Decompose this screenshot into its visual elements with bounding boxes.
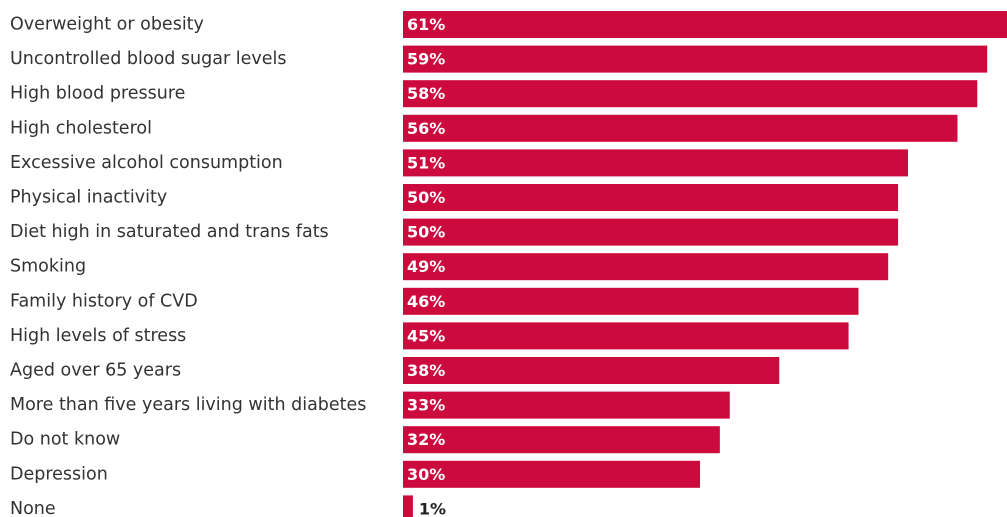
category-label: Smoking (10, 257, 86, 277)
category-label: Do not know (10, 430, 120, 450)
value-label: 38% (407, 361, 445, 380)
bar (403, 114, 958, 142)
category-label: Diet high in saturated and trans fats (10, 222, 329, 242)
bar (403, 357, 780, 384)
category-label: Uncontrolled blood sugar levels (10, 49, 286, 69)
bar (403, 287, 859, 315)
category-label: Excessive alcohol consumption (10, 153, 283, 173)
value-label: 49% (407, 257, 445, 276)
value-label: 50% (407, 188, 445, 207)
value-label: 50% (407, 223, 445, 242)
category-labels: Overweight or obesity Uncontrolled blood … (10, 15, 366, 517)
category-label: None (10, 499, 56, 517)
bars (403, 11, 1007, 517)
bar (403, 149, 908, 177)
value-label: 59% (407, 50, 445, 69)
bar (403, 11, 1007, 38)
value-label: 61% (407, 15, 445, 34)
bar (403, 460, 701, 488)
value-label: 46% (407, 292, 445, 311)
value-label: 1% (419, 499, 446, 517)
category-label: Aged over 65 years (10, 361, 181, 381)
value-label: 56% (407, 119, 445, 138)
value-label: 33% (407, 396, 445, 415)
value-label: 30% (407, 465, 445, 484)
bar (403, 80, 978, 108)
category-label: Depression (10, 464, 108, 484)
value-labels: 61% 59% 58% 56% 51% 50% 50% 49% 46% 45% 38% 33% 32% 3… (407, 15, 446, 517)
bar (403, 391, 730, 419)
value-label: 51% (407, 153, 445, 172)
category-label: High blood pressure (10, 84, 185, 104)
category-label: High cholesterol (10, 118, 152, 138)
category-label: Physical inactivity (10, 188, 167, 208)
value-label: 45% (407, 326, 445, 345)
bar (403, 426, 720, 454)
bar (403, 218, 899, 246)
category-label: Family history of CVD (10, 291, 198, 311)
category-label: High levels of stress (10, 326, 186, 346)
bar (403, 495, 413, 517)
value-label: 32% (407, 430, 445, 449)
bar (403, 322, 849, 350)
category-label: More than five years living with diabete… (10, 395, 366, 415)
value-label: 58% (407, 84, 445, 103)
bar (403, 253, 889, 281)
bar (403, 45, 988, 73)
category-label: Overweight or obesity (10, 15, 204, 35)
bar (403, 184, 899, 211)
